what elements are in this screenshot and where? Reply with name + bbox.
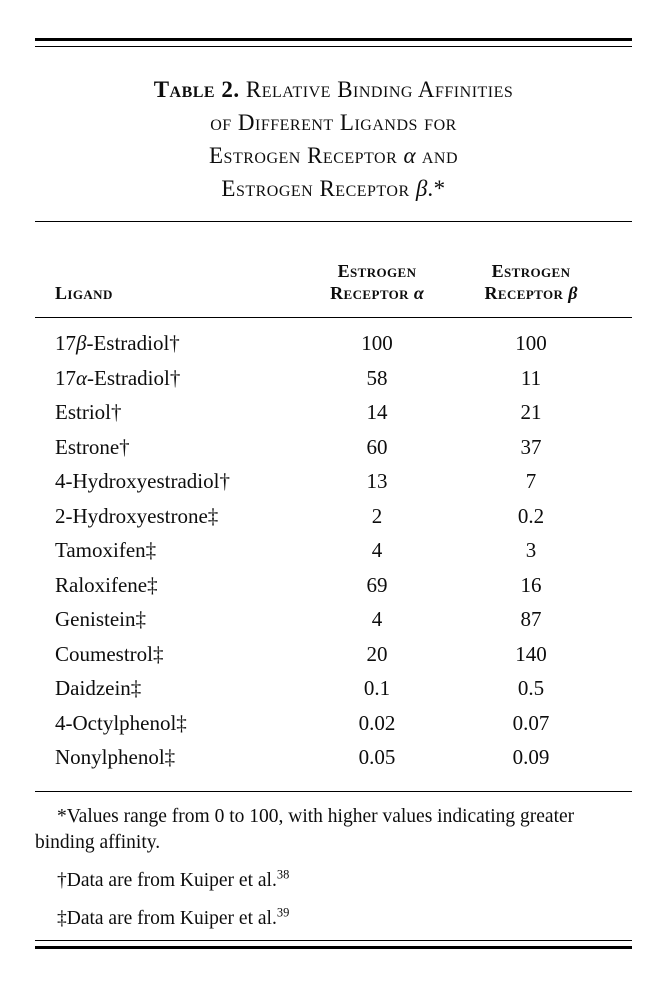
ligand-cell: Estriol† [55, 400, 122, 424]
beta-value-cell: 100 [515, 331, 547, 355]
rule-below-body [35, 790, 632, 792]
table-row: Tamoxifen‡ 4 3 [35, 533, 632, 568]
table-title-line1: Table 2. Relative Binding Affinities [35, 73, 632, 106]
table-row: Raloxifene‡ 69 16 [35, 568, 632, 603]
ligand-cell: 2-Hydroxyestrone‡ [55, 503, 219, 528]
footnote-double-dagger-reference-number: 39 [276, 905, 290, 919]
alpha-value-cell: 58 [366, 365, 388, 390]
column-header-receptor-beta: Estrogen Receptor β [469, 260, 593, 304]
ligand-cell: Estrone† [55, 434, 130, 459]
alpha-value-cell: 2 [371, 503, 383, 528]
beta-value-cell: 3 [525, 538, 537, 562]
beta-value-cell: 0.09 [512, 745, 550, 769]
rule-below-title [35, 221, 632, 222]
table-title-line4: Estrogen Receptor β.* [221, 176, 446, 201]
table-row: 17α-Estradiol† 58 11 [35, 361, 632, 396]
beta-value-cell: 11 [520, 365, 542, 390]
footnote-dagger: †Data are from Kuiper et al.38 [35, 868, 632, 894]
footnote-dagger-reference-number: 38 [276, 867, 290, 881]
beta-value-cell: 7 [525, 469, 537, 493]
ligand-cell: Daidzein‡ [55, 676, 142, 700]
ligand-cell: Tamoxifen‡ [55, 538, 157, 562]
beta-value-cell: 21 [520, 400, 542, 424]
ligand-cell: 17β-Estradiol† [55, 331, 180, 355]
table-title-line2: of Different Ligands for [210, 110, 457, 135]
alpha-value-cell: 4 [371, 607, 383, 631]
table-row: Coumestrol‡ 20 140 [35, 637, 632, 672]
table-row: Estriol† 14 21 [35, 395, 632, 430]
table-row: 2-Hydroxyestrone‡ 2 0.2 [35, 499, 632, 534]
alpha-value-cell: 60 [366, 434, 388, 459]
column-header-beta-line2: Receptor β [484, 283, 578, 303]
top-rule-heavy [35, 38, 632, 41]
column-header-beta-line1: Estrogen [491, 261, 571, 281]
table-row: Genistein‡ 4 87 [35, 602, 632, 637]
table-body: 17β-Estradiol† 100 100 17α-Estradiol† 58… [35, 318, 632, 791]
table-row: Daidzein‡ 0.1 0.5 [35, 671, 632, 706]
table-row: 4-Hydroxyestradiol† 13 7 [35, 464, 632, 499]
table-row: Nonylphenol‡ 0.05 0.09 [35, 740, 632, 775]
alpha-value-cell: 100 [361, 331, 393, 355]
ligand-cell: 4-Hydroxyestradiol† [55, 469, 230, 493]
top-double-rule [35, 38, 632, 47]
table-2-container: Table 2. Relative Binding Affinities of … [35, 38, 632, 949]
alpha-value-cell: 4 [371, 538, 383, 562]
beta-value-cell: 16 [520, 572, 542, 597]
table-row: Estrone† 60 37 [35, 430, 632, 465]
ligand-cell: Raloxifene‡ [55, 572, 158, 597]
beta-value-cell: 0.07 [512, 710, 550, 735]
table-title-line3: Estrogen Receptor α and [209, 143, 458, 168]
footnote-double-dagger-text: ‡Data are from Kuiper et al. [57, 907, 277, 929]
bottom-rule-heavy [35, 945, 632, 949]
table-row: 17β-Estradiol† 100 100 [35, 326, 632, 361]
bottom-rule-light [35, 939, 632, 941]
alpha-value-cell: 20 [366, 641, 388, 666]
rule-below-header [35, 317, 632, 318]
bottom-double-rule [35, 939, 632, 949]
top-rule-light [35, 46, 632, 47]
column-header-alpha-line1: Estrogen [337, 261, 417, 281]
table-title-line1-rest: Relative Binding Affinities [239, 77, 514, 102]
alpha-value-cell: 13 [366, 469, 388, 493]
alpha-value-cell: 69 [366, 572, 388, 597]
alpha-value-cell: 14 [366, 400, 388, 424]
alpha-value-cell: 0.05 [358, 745, 396, 769]
ligand-cell: Nonylphenol‡ [55, 745, 176, 769]
beta-value-cell: 0.5 [517, 676, 545, 700]
alpha-value-cell: 0.1 [363, 676, 391, 700]
beta-value-cell: 140 [515, 641, 547, 666]
ligand-cell: Coumestrol‡ [55, 641, 164, 666]
table-header-row: Ligand Estrogen Receptor α Estrogen Rece… [35, 222, 632, 317]
table-footnotes: *Values range from 0 to 100, with higher… [35, 804, 632, 932]
footnote-star: *Values range from 0 to 100, with higher… [35, 805, 575, 853]
column-header-receptor-alpha: Estrogen Receptor α [285, 260, 469, 304]
ligand-cell: 4-Octylphenol‡ [55, 710, 187, 735]
alpha-value-cell: 0.02 [358, 710, 396, 735]
ligand-cell: Genistein‡ [55, 607, 146, 631]
table-number-label: Table 2. [153, 77, 240, 102]
table-row: 4-Octylphenol‡ 0.02 0.07 [35, 706, 632, 741]
column-header-ligand: Ligand [55, 283, 113, 303]
beta-value-cell: 0.2 [517, 503, 545, 528]
footnote-dagger-text: †Data are from Kuiper et al. [57, 869, 277, 891]
beta-value-cell: 87 [520, 607, 542, 631]
table-title: Table 2. Relative Binding Affinities of … [35, 73, 632, 205]
beta-value-cell: 37 [520, 434, 542, 459]
column-header-alpha-line2: Receptor α [330, 283, 424, 303]
ligand-cell: 17α-Estradiol† [55, 365, 181, 390]
footnote-double-dagger: ‡Data are from Kuiper et al.39 [35, 906, 632, 932]
